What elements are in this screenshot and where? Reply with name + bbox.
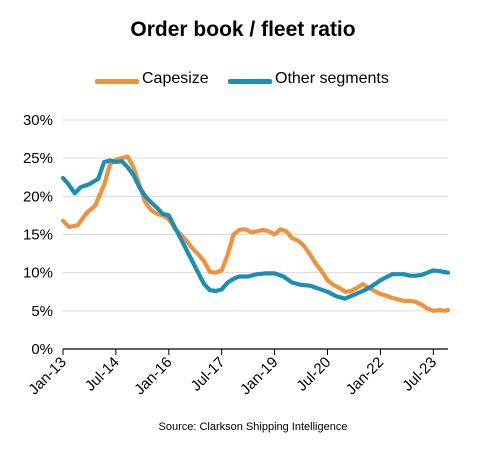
y-tick-label: 5% bbox=[31, 303, 53, 320]
x-tick-label: Jul-17 bbox=[188, 354, 229, 395]
x-tick-label: Jul-14 bbox=[82, 354, 123, 395]
y-tick-label: 15% bbox=[23, 227, 53, 244]
legend-swatch-capesize bbox=[95, 79, 139, 84]
y-tick-label: 10% bbox=[23, 265, 53, 282]
x-tick-label: Jan-13 bbox=[25, 354, 69, 398]
x-tick-label: Jan-16 bbox=[131, 354, 175, 398]
legend-label-capesize: Capesize bbox=[142, 70, 209, 87]
x-tick-label: Jan-22 bbox=[343, 354, 387, 398]
series-lines bbox=[60, 154, 451, 313]
y-tick-label: 20% bbox=[23, 188, 53, 205]
chart-title: Order book / fleet ratio bbox=[130, 18, 356, 41]
x-tick-label: Jul-20 bbox=[293, 354, 334, 395]
y-tick-label: 30% bbox=[23, 112, 53, 129]
y-tick-label: 25% bbox=[23, 150, 53, 167]
x-tick-label: Jan-19 bbox=[237, 354, 281, 398]
y-axis: 0% 5% 10% 15% 20% 25% 30% bbox=[23, 112, 53, 358]
source-note: Source: Clarkson Shipping Intelligence bbox=[158, 421, 348, 433]
x-axis: Jan-13 Jul-14 Jan-16 Jul-17 Jan-19 Jul-20 Jan-… bbox=[25, 348, 448, 398]
legend-swatch-other-segments bbox=[228, 79, 272, 84]
y-tick-label: 0% bbox=[31, 341, 53, 358]
legend-label-other-segments: Other segments bbox=[275, 70, 389, 87]
grid-lines bbox=[63, 119, 448, 312]
series-line-other-segments bbox=[60, 158, 451, 301]
series-line-capesize bbox=[60, 154, 451, 313]
x-tick-label: Jul-23 bbox=[399, 354, 440, 395]
legend: Capesize Other segments bbox=[0, 69, 486, 93]
